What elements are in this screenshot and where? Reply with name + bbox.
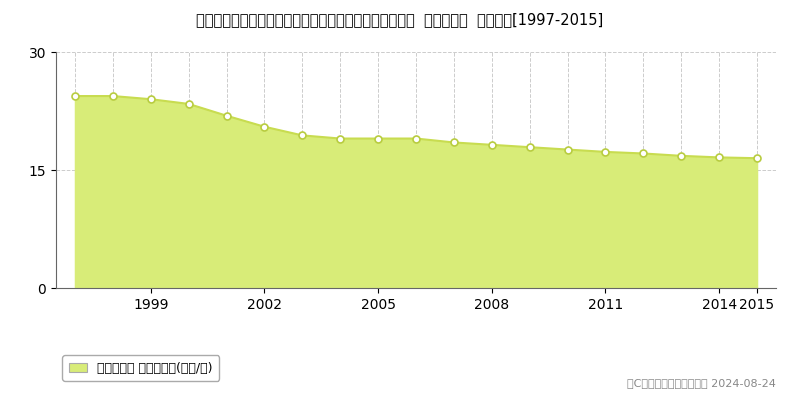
Legend: 基準地価格 平均坪単価(万円/坪): 基準地価格 平均坪単価(万円/坪)	[62, 355, 219, 381]
Text: 愛知県名古屋市港区南陽町大字西福田字丸山４３番１外  基準地価格  地価推移[1997-2015]: 愛知県名古屋市港区南陽町大字西福田字丸山４３番１外 基準地価格 地価推移[199…	[196, 12, 604, 27]
Text: （C）土地価格ドットコム 2024-08-24: （C）土地価格ドットコム 2024-08-24	[627, 378, 776, 388]
